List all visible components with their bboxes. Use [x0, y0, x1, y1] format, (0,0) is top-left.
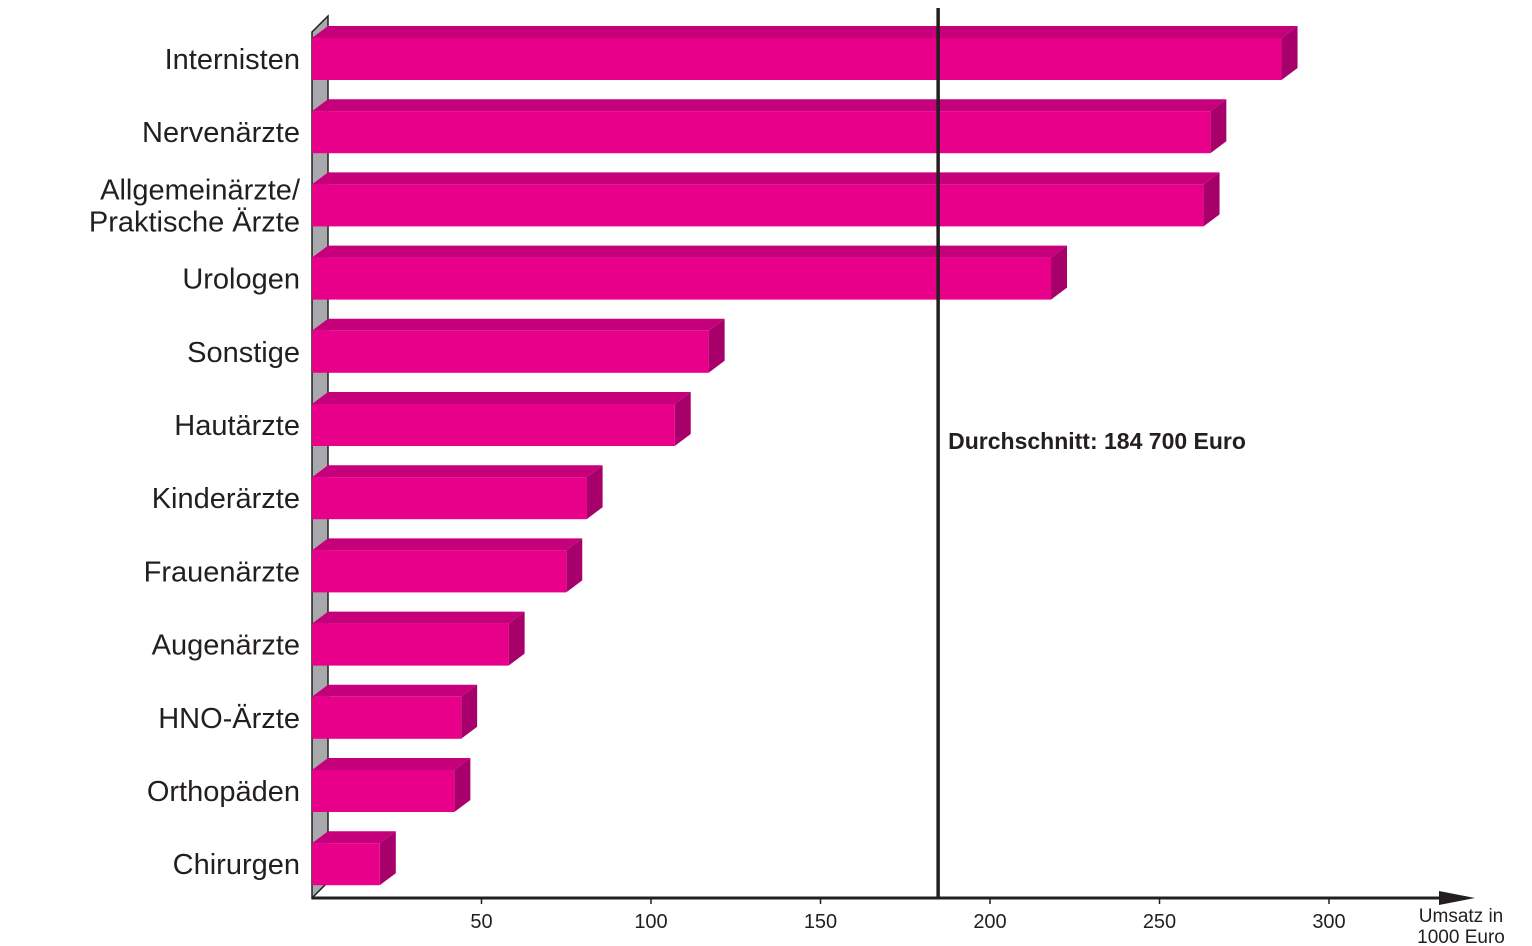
category-label-line: Augenärzte [152, 630, 300, 662]
x-tick-label: 300 [1312, 911, 1345, 933]
bar-group [312, 245, 1068, 300]
x-axis-title-line: Umsatz in [1419, 906, 1503, 927]
bar-side-face [1051, 245, 1068, 300]
category-label-line: Hautärzte [174, 410, 300, 442]
category-label-line: Urologen [182, 264, 300, 296]
bar-side-face [586, 465, 603, 520]
bar [312, 770, 455, 812]
bar-side-face [1281, 26, 1298, 80]
bar-side-face [461, 684, 478, 739]
bar-group [312, 831, 396, 886]
bar-top-face [312, 684, 478, 697]
bar-group [312, 99, 1227, 154]
bar-group [312, 465, 603, 520]
category-label: Chirurgen [173, 849, 300, 881]
x-tick-label: 100 [634, 911, 667, 933]
bar-top-face [312, 99, 1227, 112]
category-label: Augenärzte [152, 630, 300, 662]
bars [312, 26, 1298, 886]
bar [312, 330, 709, 373]
bar-top-face [312, 392, 691, 404]
category-label: Internisten [165, 44, 300, 76]
bar-group [312, 172, 1220, 227]
bar-side-face [454, 758, 471, 812]
bar [312, 550, 567, 593]
bar-group [312, 392, 691, 446]
category-label-line: HNO-Ärzte [158, 703, 300, 735]
bar-top-face [312, 831, 396, 844]
bar [312, 477, 587, 520]
bar-group [312, 684, 478, 739]
category-label: HNO-Ärzte [158, 703, 300, 735]
x-axis-arrow-icon [1439, 891, 1475, 905]
bar-top-face [312, 26, 1298, 38]
bar-top-face [312, 758, 471, 770]
bar-side-face [566, 538, 583, 593]
bar-side-face [708, 318, 725, 373]
bar [312, 38, 1282, 80]
bar-group [312, 611, 525, 666]
bar-side-face [1203, 172, 1220, 227]
bar-group [312, 26, 1298, 80]
category-label-line: Praktische Ärzte [89, 206, 300, 238]
category-label-line: Internisten [165, 44, 300, 76]
bar-top-face [312, 538, 583, 551]
bar-top-face [312, 318, 725, 331]
category-label-line: Sonstige [187, 337, 300, 369]
category-label: Kinderärzte [152, 483, 300, 515]
x-axis-title-line: 1000 Euro [1417, 927, 1505, 946]
bar [312, 623, 509, 666]
bar-group [312, 538, 583, 593]
x-tick-label: 150 [804, 911, 837, 933]
average-label: Durchschnitt: 184 700 Euro [948, 428, 1246, 454]
bar-side-face [379, 831, 396, 886]
average-reference: Durchschnitt: 184 700 Euro [936, 8, 1246, 898]
category-label: Nervenärzte [142, 117, 300, 149]
category-label: Hautärzte [174, 410, 300, 442]
category-label-line: Nervenärzte [142, 117, 300, 149]
bar [312, 111, 1211, 154]
category-label-line: Orthopäden [147, 776, 300, 808]
x-axis: 50 100 150 200 250 300 Umsatz in 1000 Euro [312, 891, 1505, 946]
bar [312, 843, 380, 886]
x-tick-label: 250 [1143, 911, 1176, 933]
x-tick-label: 50 [470, 911, 492, 933]
category-label-line: Kinderärzte [152, 483, 300, 515]
bar-side-face [1210, 99, 1227, 154]
category-label: Orthopäden [147, 776, 300, 808]
bar [312, 257, 1052, 300]
category-label: Urologen [182, 264, 300, 296]
bar [312, 404, 675, 446]
bar-top-face [312, 465, 603, 478]
x-axis-title: Umsatz in 1000 Euro [1417, 906, 1505, 946]
x-tick-label: 200 [973, 911, 1006, 933]
bar [312, 696, 462, 739]
category-label-line: Allgemeinärzte/ [100, 174, 301, 206]
category-label-line: Frauenärzte [144, 556, 300, 588]
bar-side-face [674, 392, 691, 446]
bar-top-face [312, 245, 1068, 258]
bar-group [312, 318, 725, 373]
bar [312, 184, 1204, 227]
category-label: Allgemeinärzte/Praktische Ärzte [89, 174, 301, 238]
bar-top-face [312, 611, 525, 624]
category-label: Frauenärzte [144, 556, 300, 588]
category-label: Sonstige [187, 337, 300, 369]
category-labels: Internisten Nervenärzte Allgemeinärzte/Pra… [89, 44, 301, 881]
category-label-line: Chirurgen [173, 849, 300, 881]
bar-side-face [508, 611, 525, 666]
bar-group [312, 758, 471, 812]
bar-top-face [312, 172, 1220, 185]
